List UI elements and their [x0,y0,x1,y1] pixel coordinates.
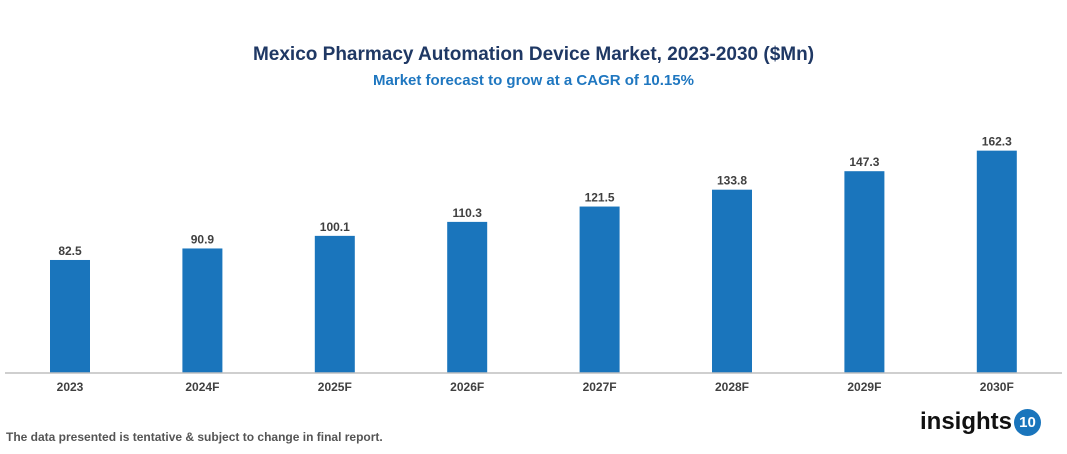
bar-2023 [50,259,90,373]
chart-subtitle: Market forecast to grow at a CAGR of 10.… [373,72,694,89]
x-tick-label: 2029F [847,380,881,394]
x-tick-label: 2028F [715,380,749,394]
x-tick-label: 2023 [57,380,84,394]
disclaimer-note: The data presented is tentative & subjec… [6,430,383,444]
chart-title: Mexico Pharmacy Automation Device Market… [252,44,815,65]
bar-2025F [314,235,355,373]
value-label: 90.9 [191,232,215,246]
value-label: 133.8 [717,174,747,188]
value-label: 147.3 [849,155,879,169]
x-tick-label: 2026F [450,380,484,394]
bar-2024F [182,248,223,373]
bar-2027F [579,206,620,373]
logo-badge: 10 [1014,408,1042,436]
bar-2028F [712,189,752,373]
x-tick-label: 2030F [980,380,1014,394]
x-tick-label: 2027F [583,380,617,394]
value-label: 110.3 [453,206,483,220]
bar-2029F [844,171,885,373]
value-label: 121.5 [585,191,615,205]
value-label: 162.3 [982,135,1012,149]
value-label: 100.1 [320,220,350,234]
x-tick-label: 2024F [185,380,219,394]
logo-text: insights [920,408,1013,435]
x-tick-label: 2025F [318,380,352,394]
value-label: 82.5 [58,244,82,258]
insights10-logo: insights 10 [920,408,1042,436]
bar-2026F [447,221,488,373]
bar-2030F [976,150,1017,373]
